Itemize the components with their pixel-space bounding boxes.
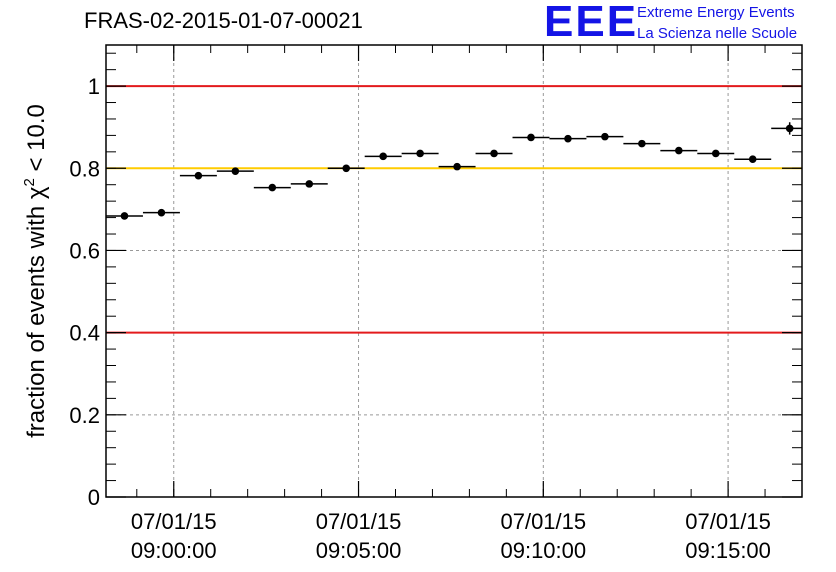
axes: 0 0.2 0.4 0.6 0.8 1 07/01/15 09:00:00 07/01/15 09…: [69, 45, 803, 563]
point-marker: [453, 162, 461, 171]
y-tick-label: 0.2: [69, 403, 100, 428]
data-point: [771, 122, 802, 135]
point-marker: [305, 180, 314, 188]
point-marker: [416, 149, 424, 158]
eee-logo: EEE Extreme Energy Events La Scienza nel…: [544, 0, 834, 46]
data-point: [660, 146, 698, 155]
chart-title: FRAS-02-2015-01-07-00021: [84, 8, 363, 33]
data-point: [290, 180, 328, 188]
y-tick-label: 0: [88, 485, 100, 510]
point-marker: [675, 146, 683, 155]
y-tick-label: 0.4: [69, 321, 100, 346]
data-point: [401, 149, 439, 158]
data-point: [216, 167, 254, 175]
y-tick-label: 0.6: [69, 238, 100, 263]
x-tick-label-time: 09:05:00: [316, 538, 402, 563]
point-marker: [564, 134, 572, 143]
data-point: [623, 139, 661, 148]
data-point: [734, 155, 772, 164]
eee-logo-line1: Extreme Energy Events: [637, 4, 795, 21]
data-point: [549, 134, 587, 143]
data-point: [586, 132, 624, 141]
data-point: [512, 133, 550, 142]
point-marker: [268, 183, 277, 192]
point-marker: [601, 132, 609, 141]
point-marker: [194, 171, 203, 180]
point-marker: [638, 139, 646, 148]
x-tick-label-date: 07/01/15: [685, 509, 771, 534]
point-marker: [157, 208, 166, 217]
y-tick-label: 1: [88, 74, 100, 99]
point-marker: [231, 167, 240, 175]
point-marker: [527, 133, 535, 142]
point-marker: [711, 149, 720, 158]
data-point: [253, 183, 291, 192]
plot-frame: [105, 44, 803, 498]
data-point: [364, 152, 402, 161]
data-point: [438, 162, 476, 171]
x-tick-label-date: 07/01/15: [316, 509, 402, 534]
point-marker: [342, 164, 351, 173]
x-tick-label-time: 09:10:00: [500, 538, 586, 563]
y-tick-label: 0.8: [69, 156, 100, 181]
eee-logo-line2: La Scienza nelle Scuole: [637, 25, 798, 42]
data-point: [179, 171, 217, 180]
point-marker: [748, 155, 757, 164]
x-tick-label-date: 07/01/15: [131, 509, 217, 534]
reference-lines: [106, 85, 802, 334]
grid-layer: [106, 45, 802, 498]
y-axis-label: fraction of events with χ2 < 10.0: [21, 104, 50, 438]
x-tick-label-date: 07/01/15: [500, 509, 586, 534]
data-point: [142, 208, 180, 217]
data-point: [106, 212, 143, 220]
x-tick-label-time: 09:00:00: [131, 538, 217, 563]
data-point: [327, 164, 365, 173]
point-marker: [379, 152, 387, 161]
data-points: [106, 122, 802, 220]
data-point: [697, 149, 735, 158]
point-marker: [120, 212, 129, 220]
data-point: [475, 149, 513, 158]
point-marker: [785, 124, 794, 133]
x-tick-label-time: 09:15:00: [685, 538, 771, 563]
eee-logo-mark: EEE: [544, 0, 639, 46]
point-marker: [490, 149, 498, 158]
